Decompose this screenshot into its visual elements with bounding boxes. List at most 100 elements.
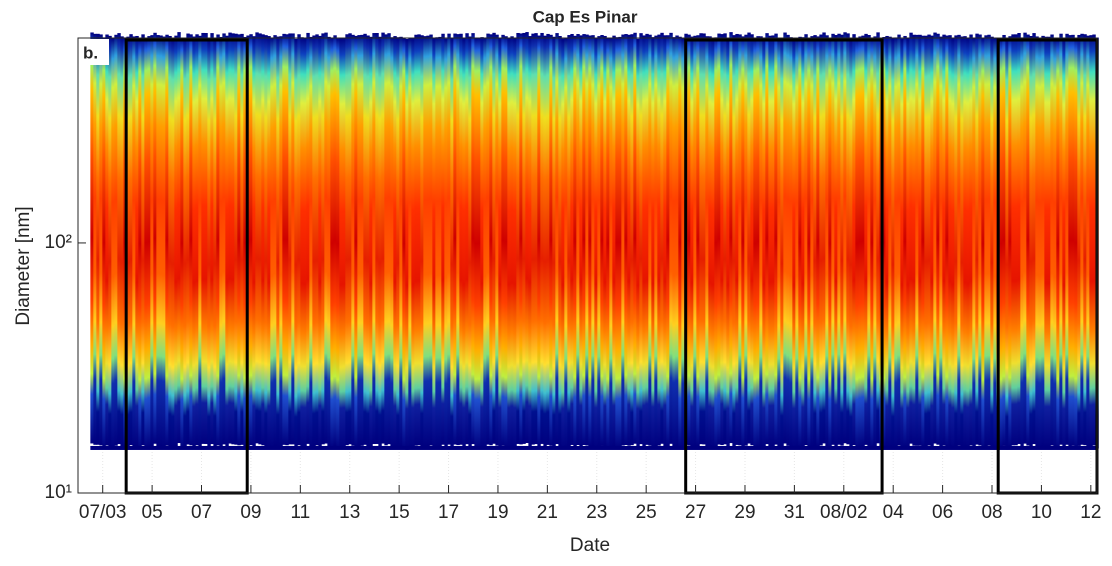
heatmap-column <box>168 35 172 447</box>
heatmap-column <box>723 33 727 445</box>
heatmap-column <box>1077 34 1081 446</box>
heatmap-column <box>693 35 697 447</box>
heatmap-column <box>225 35 229 447</box>
heatmap-column <box>765 33 769 445</box>
heatmap-column <box>741 36 745 448</box>
heatmap-column <box>492 32 496 444</box>
heatmap-column <box>105 34 109 446</box>
heatmap-column <box>111 38 115 450</box>
heatmap-column <box>1041 35 1045 447</box>
heatmap-column <box>618 36 622 448</box>
heatmap-column <box>699 33 703 445</box>
heatmap-column <box>1032 33 1036 445</box>
heatmap-column <box>933 32 937 444</box>
heatmap-column <box>360 34 364 446</box>
heatmap-column <box>864 33 868 445</box>
heatmap-column <box>1044 36 1048 448</box>
x-tick-label: 27 <box>685 502 706 523</box>
heatmap-column <box>930 35 934 447</box>
heatmap-column <box>564 38 568 450</box>
heatmap-column <box>609 37 613 449</box>
heatmap-column <box>183 37 187 449</box>
heatmap-column <box>756 36 760 448</box>
heatmap-column <box>876 32 880 444</box>
heatmap-column <box>234 33 238 445</box>
panel-label: b. <box>83 43 98 62</box>
heatmap-column <box>333 35 337 447</box>
heatmap-column <box>717 33 721 445</box>
heatmap-column <box>288 33 292 445</box>
heatmap-column <box>735 33 739 445</box>
heatmap-column <box>978 34 982 446</box>
heatmap-column <box>504 36 508 448</box>
y-axis-label: Diameter [nm] <box>13 206 34 325</box>
heatmap-column <box>801 37 805 449</box>
heatmap-column <box>315 34 319 446</box>
heatmap-column <box>126 36 130 448</box>
heatmap-column <box>138 38 142 450</box>
heatmap-column <box>729 32 733 444</box>
heatmap-column <box>636 38 640 450</box>
heatmap-column <box>774 33 778 445</box>
heatmap-column <box>108 35 112 447</box>
heatmap-column <box>477 37 481 449</box>
heatmap-column <box>249 34 253 446</box>
heatmap-column <box>624 34 628 446</box>
heatmap-column <box>945 35 949 447</box>
heatmap-column <box>114 34 118 446</box>
heatmap-column <box>438 36 442 448</box>
heatmap-column <box>921 35 925 447</box>
heatmap-column <box>780 37 784 449</box>
heatmap-column <box>528 36 532 448</box>
heatmap-column <box>696 35 700 447</box>
heatmap-column <box>117 33 121 445</box>
heatmap-column <box>213 37 217 449</box>
heatmap-column <box>651 37 655 449</box>
heatmap-column <box>597 36 601 448</box>
heatmap-column <box>792 38 796 450</box>
x-tick-label: 25 <box>636 502 657 523</box>
heatmap-column <box>93 33 97 445</box>
heatmap-column <box>312 35 316 447</box>
plot-frame <box>77 37 1098 494</box>
heatmap-column <box>144 37 148 449</box>
heatmap-column <box>768 35 772 447</box>
heatmap-column <box>573 35 577 447</box>
heatmap-column <box>450 38 454 450</box>
heatmap-column <box>537 35 541 447</box>
heatmap-column <box>642 35 646 447</box>
heatmap-column <box>954 35 958 447</box>
heatmap-column <box>942 34 946 446</box>
heatmap-column <box>807 37 811 449</box>
heatmap-column <box>435 37 439 449</box>
heatmap-column <box>378 36 382 448</box>
heatmap-column <box>891 38 895 450</box>
heatmap-column <box>960 36 964 448</box>
heatmap-column <box>354 35 358 447</box>
heatmap-column <box>567 35 571 447</box>
heatmap-column <box>882 36 886 448</box>
x-tick-label: 29 <box>734 502 755 523</box>
x-tick-label: 23 <box>586 502 607 523</box>
heatmap-column <box>96 33 100 445</box>
heatmap-column <box>405 38 409 450</box>
heatmap-column <box>165 34 169 446</box>
heatmap-column <box>804 34 808 446</box>
heatmap-column <box>471 33 475 445</box>
heatmap-column <box>981 38 985 450</box>
heatmap-column <box>708 36 712 448</box>
x-tick-label: 04 <box>883 502 905 523</box>
heatmap-column <box>714 37 718 449</box>
heatmap-column <box>999 37 1003 449</box>
heatmap-column <box>582 34 586 446</box>
heatmap-column <box>417 34 421 446</box>
heatmap-column <box>1053 38 1057 450</box>
heatmap-column <box>762 38 766 450</box>
heatmap-column <box>219 36 223 448</box>
heatmap-column <box>840 34 844 446</box>
heatmap-column <box>936 33 940 445</box>
x-tick-label: 11 <box>290 502 310 523</box>
y-tick-label: 10² <box>45 232 72 253</box>
heatmap-column <box>156 35 160 447</box>
heatmap-column <box>711 38 715 450</box>
